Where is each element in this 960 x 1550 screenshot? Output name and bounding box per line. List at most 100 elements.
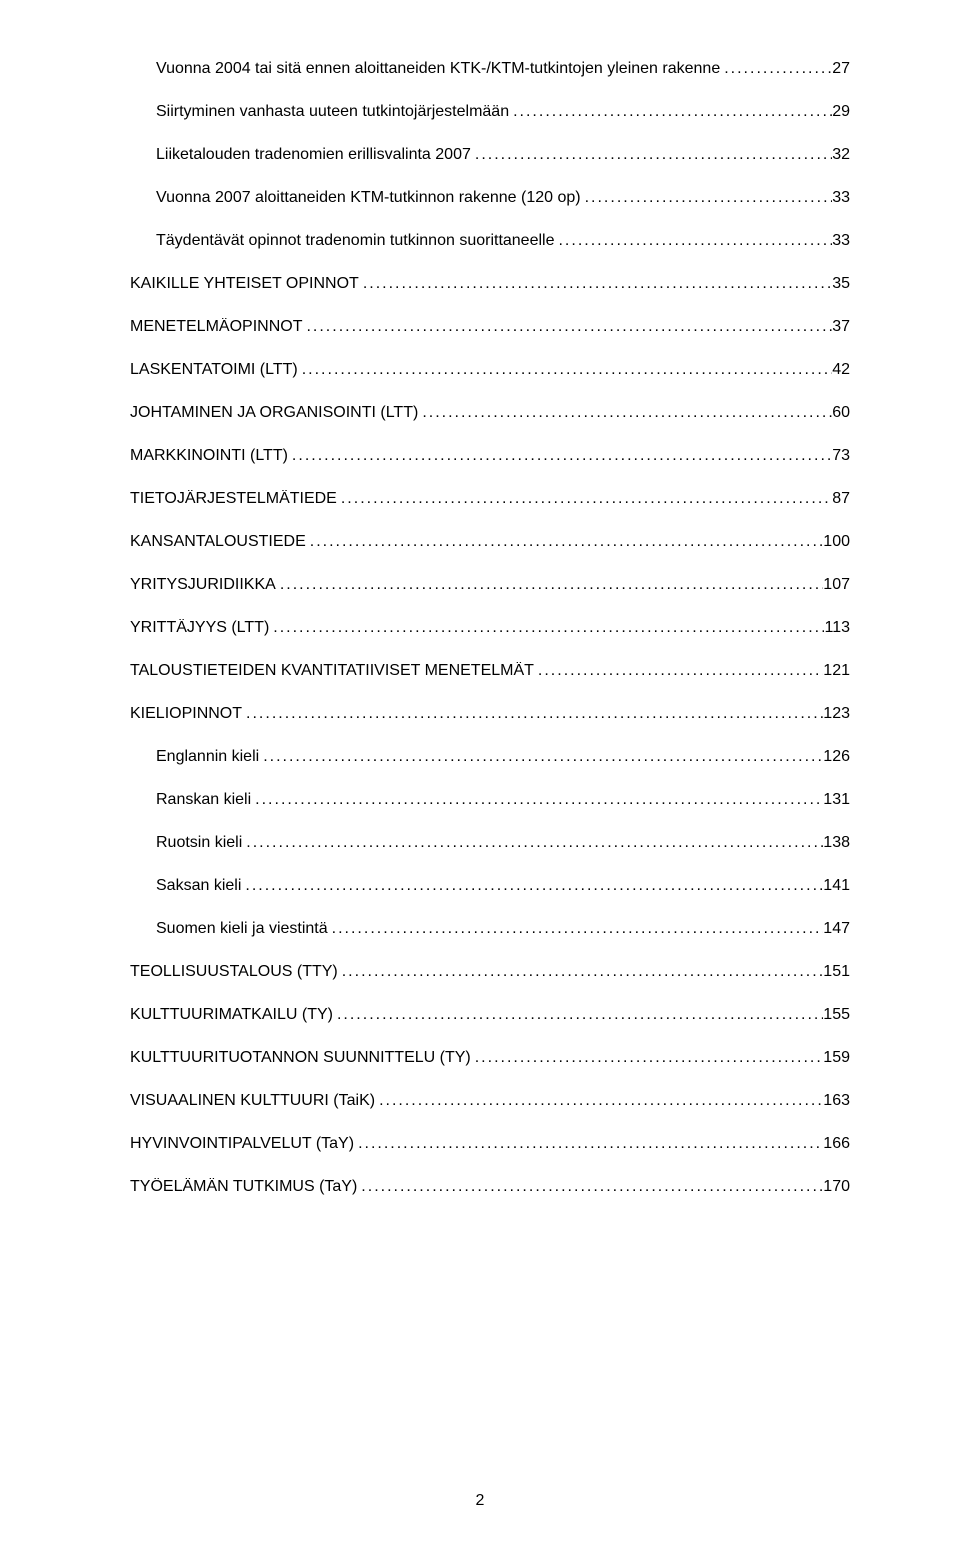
toc-entry-label: TALOUSTIETEIDEN KVANTITATIIVISET MENETEL… [130, 662, 534, 680]
toc-dot-leader [471, 1049, 824, 1067]
toc-dot-leader [242, 705, 823, 723]
toc-entry-page: 131 [823, 791, 850, 809]
toc-entry-label: VISUAALINEN KULTTUURI (TaiK) [130, 1092, 375, 1110]
toc-entry: Saksan kieli 141 [156, 877, 850, 895]
toc-entry: TALOUSTIETEIDEN KVANTITATIIVISET MENETEL… [130, 662, 850, 680]
toc-entry-page: 151 [823, 963, 850, 981]
toc-entry-label: MARKKINOINTI (LTT) [130, 447, 288, 465]
toc-entry-label: KAIKILLE YHTEISET OPINNOT [130, 275, 359, 293]
toc-entry: KULTTUURITUOTANNON SUUNNITTELU (TY)159 [130, 1049, 850, 1067]
toc-entry-page: 42 [832, 361, 850, 379]
toc-entry-label: Vuonna 2007 aloittaneiden KTM-tutkinnon … [156, 189, 581, 207]
toc-entry-label: TYÖELÄMÄN TUTKIMUS (TaY) [130, 1178, 357, 1196]
toc-dot-leader [581, 189, 833, 207]
toc-entry: MENETELMÄOPINNOT37 [130, 318, 850, 336]
toc-entry: TIETOJÄRJESTELMÄTIEDE 87 [130, 490, 850, 508]
toc-dot-leader [241, 877, 823, 895]
toc-entry-page: 141 [823, 877, 850, 895]
toc-entry-page: 32 [832, 146, 850, 164]
toc-entry-label: Vuonna 2004 tai sitä ennen aloittaneiden… [156, 60, 720, 78]
toc-entry: KANSANTALOUSTIEDE 100 [130, 533, 850, 551]
toc-entry: MARKKINOINTI (LTT) 73 [130, 447, 850, 465]
toc-entry-label: Saksan kieli [156, 877, 241, 895]
toc-entry-label: Ruotsin kieli [156, 834, 242, 852]
toc-entry: Ruotsin kieli 138 [156, 834, 850, 852]
toc-entry-label: KULTTUURIMATKAILU (TY) [130, 1006, 333, 1024]
toc-dot-leader [298, 361, 832, 379]
toc-entry-page: 126 [823, 748, 850, 766]
toc-dot-leader [720, 60, 832, 78]
toc-entry-label: Englannin kieli [156, 748, 259, 766]
toc-dot-leader [269, 619, 824, 637]
toc-dot-leader [302, 318, 832, 336]
toc-dot-leader [338, 963, 824, 981]
toc-entry-label: Siirtyminen vanhasta uuteen tutkintojärj… [156, 103, 509, 121]
toc-entry: Siirtyminen vanhasta uuteen tutkintojärj… [156, 103, 850, 121]
toc-dot-leader [375, 1092, 823, 1110]
toc-entry: YRITTÄJYYS (LTT) 113 [130, 619, 850, 637]
page-number: 2 [0, 1492, 960, 1510]
toc-entry-page: 60 [832, 404, 850, 422]
toc-dot-leader [337, 490, 832, 508]
toc-entry: YRITYSJURIDIIKKA 107 [130, 576, 850, 594]
toc-entry-label: JOHTAMINEN JA ORGANISOINTI (LTT) [130, 404, 418, 422]
toc-dot-leader [359, 275, 832, 293]
toc-dot-leader [288, 447, 832, 465]
toc-entry: TYÖELÄMÄN TUTKIMUS (TaY) 170 [130, 1178, 850, 1196]
toc-dot-leader [509, 103, 832, 121]
toc-dot-leader [357, 1178, 823, 1196]
toc-dot-leader [306, 533, 824, 551]
toc-entry-page: 107 [823, 576, 850, 594]
toc-entry-label: YRITYSJURIDIIKKA [130, 576, 276, 594]
toc-entry-page: 147 [823, 920, 850, 938]
toc-entry-page: 87 [832, 490, 850, 508]
toc-entry-page: 113 [824, 619, 850, 637]
toc-entry-page: 33 [832, 232, 850, 250]
toc-entry-page: 35 [832, 275, 850, 293]
toc-dot-leader [418, 404, 832, 422]
toc-entry: Ranskan kieli131 [156, 791, 850, 809]
toc-entry-page: 123 [823, 705, 850, 723]
toc-dot-leader [276, 576, 823, 594]
toc-entry-label: KANSANTALOUSTIEDE [130, 533, 306, 551]
toc-entry-label: TEOLLISUUSTALOUS (TTY) [130, 963, 338, 981]
table-of-contents: Vuonna 2004 tai sitä ennen aloittaneiden… [130, 60, 850, 1196]
toc-entry-label: LASKENTATOIMI (LTT) [130, 361, 298, 379]
toc-entry: HYVINVOINTIPALVELUT (TaY) 166 [130, 1135, 850, 1153]
toc-entry: KIELIOPINNOT 123 [130, 705, 850, 723]
toc-entry: LASKENTATOIMI (LTT) 42 [130, 361, 850, 379]
toc-entry-page: 166 [823, 1135, 850, 1153]
toc-entry-page: 163 [823, 1092, 850, 1110]
toc-dot-leader [554, 232, 832, 250]
toc-entry-page: 100 [823, 533, 850, 551]
toc-entry: JOHTAMINEN JA ORGANISOINTI (LTT) 60 [130, 404, 850, 422]
toc-entry: VISUAALINEN KULTTUURI (TaiK) 163 [130, 1092, 850, 1110]
toc-dot-leader [354, 1135, 823, 1153]
toc-entry-page: 73 [832, 447, 850, 465]
toc-entry-label: Liiketalouden tradenomien erillisvalinta… [156, 146, 471, 164]
toc-entry: Liiketalouden tradenomien erillisvalinta… [156, 146, 850, 164]
toc-entry: KAIKILLE YHTEISET OPINNOT 35 [130, 275, 850, 293]
toc-entry-page: 170 [823, 1178, 850, 1196]
toc-entry-label: KULTTUURITUOTANNON SUUNNITTELU (TY) [130, 1049, 471, 1067]
toc-entry-label: YRITTÄJYYS (LTT) [130, 619, 269, 637]
toc-entry-label: HYVINVOINTIPALVELUT (TaY) [130, 1135, 354, 1153]
toc-dot-leader [242, 834, 823, 852]
toc-entry-label: MENETELMÄOPINNOT [130, 318, 302, 336]
document-page: Vuonna 2004 tai sitä ennen aloittaneiden… [0, 0, 960, 1550]
toc-dot-leader [333, 1006, 823, 1024]
toc-dot-leader [534, 662, 823, 680]
toc-entry-page: 27 [832, 60, 850, 78]
toc-entry-page: 33 [832, 189, 850, 207]
toc-entry-page: 29 [832, 103, 850, 121]
toc-entry: Täydentävät opinnot tradenomin tutkinnon… [156, 232, 850, 250]
toc-dot-leader [251, 791, 823, 809]
toc-entry-label: Suomen kieli ja viestintä [156, 920, 328, 938]
toc-entry-page: 121 [823, 662, 850, 680]
toc-entry-label: TIETOJÄRJESTELMÄTIEDE [130, 490, 337, 508]
toc-entry: Vuonna 2004 tai sitä ennen aloittaneiden… [156, 60, 850, 78]
toc-entry-label: KIELIOPINNOT [130, 705, 242, 723]
toc-dot-leader [328, 920, 824, 938]
toc-entry: Vuonna 2007 aloittaneiden KTM-tutkinnon … [156, 189, 850, 207]
toc-entry-page: 138 [823, 834, 850, 852]
